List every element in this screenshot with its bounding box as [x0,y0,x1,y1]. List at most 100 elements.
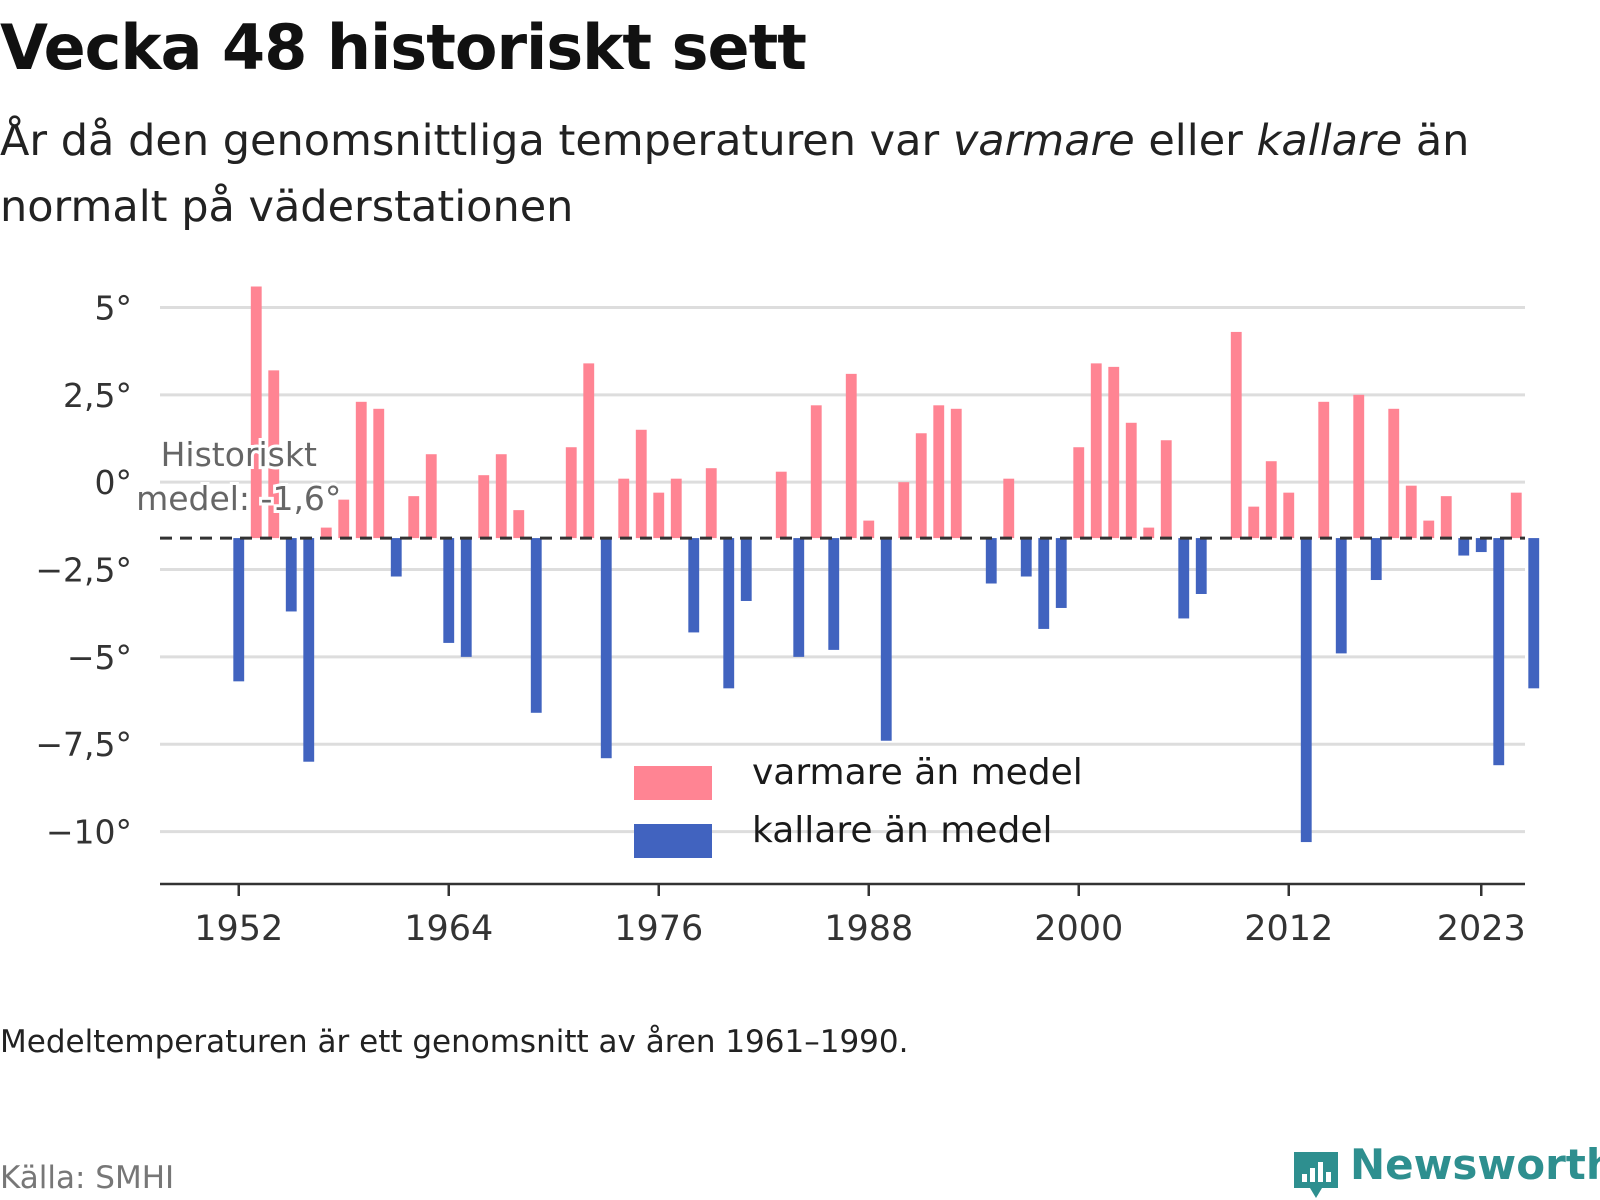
legend-item-warm: varmare än medel [620,748,1090,806]
bar-warm [373,408,385,539]
bar-cold [233,538,245,682]
bar-warm [705,468,717,539]
bar-warm [1388,408,1400,539]
bars [233,286,1540,843]
bar-warm [1510,492,1522,539]
bar-warm [635,429,647,539]
bar-cold [1178,538,1190,619]
bar-cold [1335,538,1347,654]
bar-warm [775,471,787,539]
bar-warm [810,405,822,539]
bar-warm [670,478,682,539]
gridlines [160,305,1525,834]
bar-warm [1143,527,1155,539]
brand-name: Newsworthy [1350,1140,1600,1189]
legend-label-cold: kallare än medel [752,810,1053,851]
bar-warm [565,447,577,539]
bar-cold [443,538,455,643]
bar-warm [513,510,525,539]
bar-warm [618,478,630,539]
subtitle-kallare: kallare [1256,116,1403,166]
bar-warm [408,496,420,539]
bar-cold [1475,538,1487,553]
bar-warm [478,475,490,539]
chart-subtitle: År då den genomsnittliga temperaturen va… [0,108,1560,240]
bar-warm [250,286,262,539]
bar-warm [1318,401,1330,539]
brand-logo: Newsworthy [1290,1140,1600,1200]
bar-cold [740,538,752,601]
chart-title: Vecka 48 historiskt sett [0,11,807,84]
bar-warm [1108,366,1120,539]
bar-warm [1230,331,1242,539]
bar-cold [460,538,472,657]
bar-warm [915,433,927,539]
bar-warm [933,405,945,539]
bar-warm [863,520,875,539]
y-tick-label: −7,5° [35,725,132,764]
bar-cold [600,538,612,759]
bar-warm [1405,485,1417,539]
y-tick-label: 0° [95,463,133,502]
bar-warm [898,482,910,539]
bar-cold [1055,538,1067,608]
x-tick-label: 1976 [614,909,703,949]
y-tick-label: 2,5° [63,376,132,415]
bar-warm [1090,363,1102,539]
x-tick-label: 1988 [824,909,913,949]
bar-cold [1195,538,1207,594]
bar-warm [338,499,350,539]
bar-cold [985,538,997,584]
historical-mean-label-line: Historiskt [161,435,317,474]
subtitle-part-1: År då den genomsnittliga temperaturen va… [0,116,953,166]
x-tick-label: 2012 [1244,909,1333,949]
bar-cold [1300,538,1312,843]
newsworthy-icon [1294,1152,1338,1198]
x-tick-label: 2000 [1034,909,1123,949]
historical-mean-label-line: medel: -1,6° [136,479,341,518]
bar-warm [1003,478,1015,539]
bar-warm [1073,447,1085,539]
bar-cold [723,538,735,689]
legend-swatch-cold [634,824,712,858]
x-tick-label: 2023 [1437,909,1526,949]
source-text: Källa: SMHI [0,1160,175,1196]
bar-warm [1353,394,1365,539]
historical-mean-label: Historiskt medel: -1,6° [136,435,341,518]
bar-cold [1458,538,1470,556]
bar-warm [845,373,857,539]
bar-warm [1440,496,1452,539]
bar-warm [425,454,437,539]
bar-cold [1038,538,1050,629]
bar-cold [828,538,840,650]
bar-warm [1283,492,1295,539]
bar-cold [793,538,805,657]
bar-warm [320,527,332,539]
bar-cold [688,538,700,633]
footnote: Medeltemperaturen är ett genomsnitt av å… [0,1024,909,1060]
bar-cold [880,538,892,741]
x-axis-ticks: 1952 1964 1976 1988 2000 2012 2023 [194,884,1526,949]
legend-item-cold: kallare än medel [620,806,1090,864]
bar-cold [1020,538,1032,577]
y-tick-label: −5° [67,638,132,677]
subtitle-varmare: varmare [952,116,1135,166]
y-tick-label: −2,5° [35,551,132,590]
bar-warm [583,363,595,539]
bar-cold [1370,538,1382,581]
legend-label-warm: varmare än medel [752,752,1083,793]
bar-warm [950,408,962,539]
bar-warm [1125,422,1137,539]
bar-chart: 5° 2,5° 0° −2,5° −5° −7,5° −10° Historiskt mede… [35,286,1540,949]
subtitle-part-3: än normalt på väderstationen [0,116,1470,232]
bar-warm [495,454,507,539]
x-tick-label: 1952 [194,909,283,949]
bar-cold [390,538,402,577]
bar-warm [1423,520,1435,539]
legend-swatch-warm [634,766,712,800]
bar-warm [268,370,280,539]
bar-cold [285,538,297,612]
y-axis-ticks: 5° 2,5° 0° −2,5° −5° −7,5° −10° [35,288,132,851]
bar-cold [1528,538,1540,689]
y-tick-label: −10° [46,813,132,852]
